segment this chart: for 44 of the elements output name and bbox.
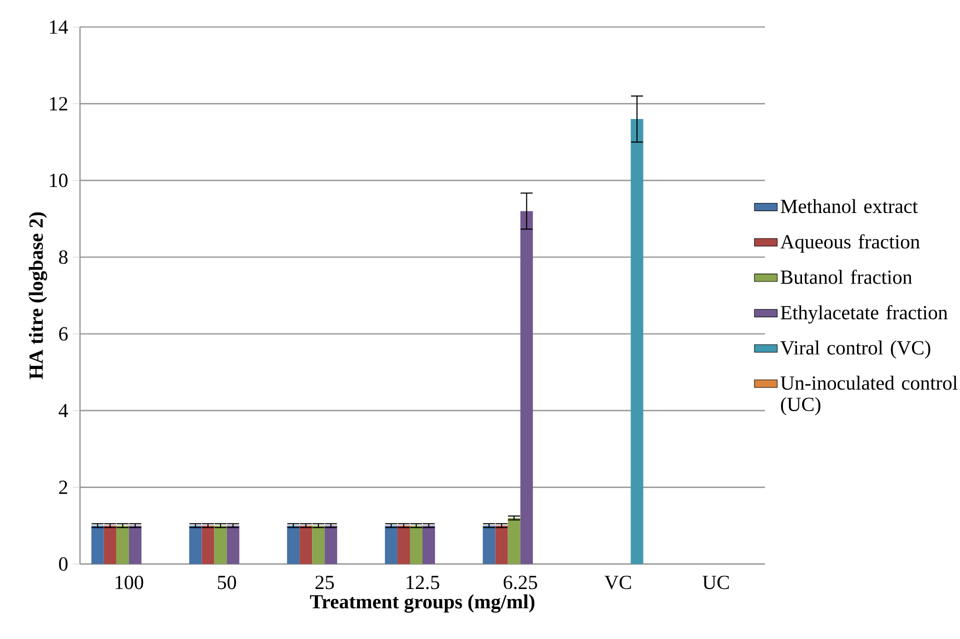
y-tick-label: 12 <box>50 97 68 110</box>
bar <box>397 526 410 564</box>
x-tick-label: 50 <box>218 576 236 590</box>
bar <box>116 526 129 564</box>
bar <box>214 526 227 564</box>
y-tick-label: 14 <box>50 20 68 34</box>
bar <box>630 119 644 564</box>
x-tick-label: UC <box>702 576 729 590</box>
bar <box>312 526 325 564</box>
x-tick-label: 25 <box>316 576 334 590</box>
y-axis-title: HA titre (logbase 2) <box>28 212 48 380</box>
x-tick-label: 100 <box>116 576 144 590</box>
legend-label: Aqueous fraction <box>780 234 920 253</box>
bar <box>104 526 116 564</box>
legend-label: Methanol extract <box>780 199 918 214</box>
y-tick-label: 0 <box>59 557 68 571</box>
bar <box>422 526 436 564</box>
bar <box>189 526 202 564</box>
bar <box>482 526 496 564</box>
y-tick-label: 4 <box>58 404 68 418</box>
bar <box>508 518 520 564</box>
bar <box>520 211 533 564</box>
bar <box>226 526 240 564</box>
bar <box>384 526 398 564</box>
y-tick-label: 10 <box>50 174 68 188</box>
bar <box>495 526 508 564</box>
legend-label: Ethylacetate fraction <box>780 305 948 324</box>
y-tick-label: 8 <box>59 250 68 264</box>
bar <box>300 526 312 564</box>
x-tick-label: 6.25 <box>504 576 538 590</box>
x-tick-label: 12.5 <box>406 576 440 590</box>
bar <box>324 526 338 564</box>
y-tick-label: 2 <box>59 480 68 494</box>
bar <box>287 526 300 564</box>
bar <box>410 526 422 564</box>
bar <box>128 526 142 564</box>
bar <box>202 526 214 564</box>
bar <box>91 526 104 564</box>
x-tick-label: VC <box>604 576 631 590</box>
x-axis-title: Treatment groups (mg/ml) <box>310 594 534 613</box>
y-tick-label: 6 <box>59 327 68 341</box>
legend-label: Butanol fraction <box>780 270 912 284</box>
legend-label: Viral control (VC) <box>780 340 930 359</box>
legend-label: Un-inoculated control (UC) <box>780 376 958 416</box>
